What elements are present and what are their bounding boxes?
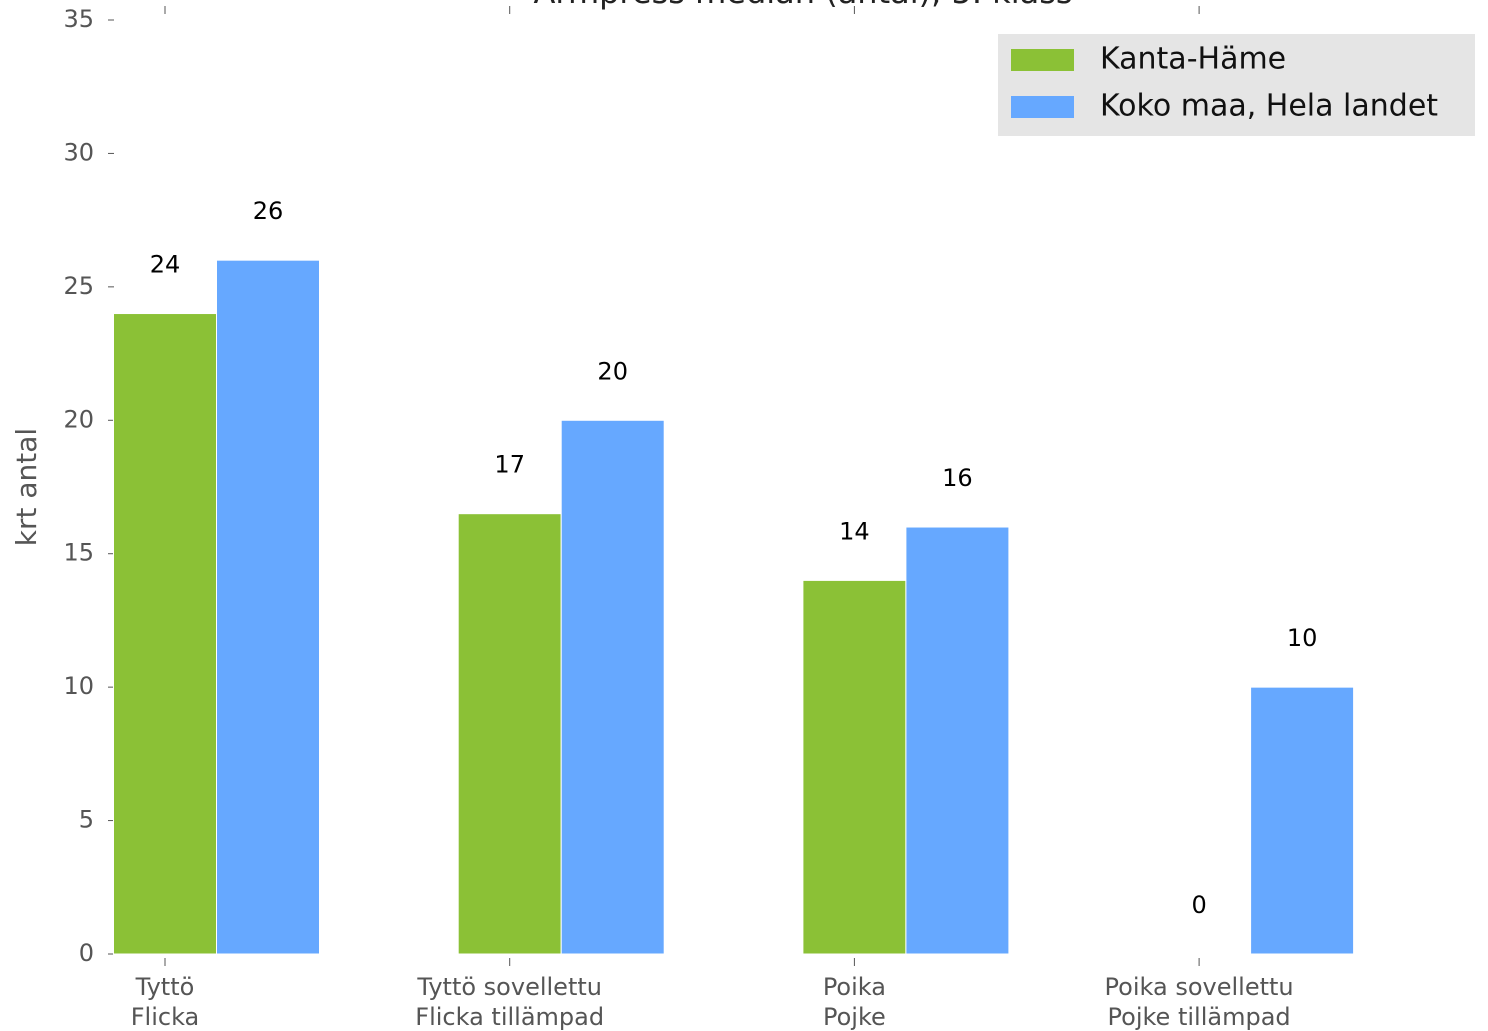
x-tick-label-line: Flicka — [131, 1003, 200, 1031]
x-tick-label-line: Pojke tillämpad — [1108, 1003, 1291, 1031]
y-tick-label: 0 — [79, 939, 94, 967]
bar — [905, 526, 1010, 955]
value-label: 26 — [253, 197, 284, 225]
x-tick-label: Poika Pojke — [823, 973, 886, 1031]
y-tick-label: 15 — [63, 539, 94, 567]
legend-label: Koko maa, Hela landet — [1100, 89, 1438, 124]
x-tick-label-line: Tyttö — [135, 973, 195, 1001]
value-label: 10 — [1287, 624, 1318, 652]
legend-label: Kanta-Häme — [1100, 42, 1286, 77]
y-axis-label: krt antal — [10, 428, 43, 546]
x-tick-label-line: Poika — [823, 973, 886, 1001]
value-label: 20 — [597, 357, 628, 385]
x-tick-label-line: Pojke — [823, 1003, 886, 1031]
legend-swatch — [1011, 96, 1074, 118]
value-label: 24 — [150, 251, 181, 279]
x-tick-label: Tyttö sovellettu Flicka tillämpad — [415, 973, 604, 1031]
value-label: 14 — [839, 517, 870, 545]
y-tick-label: 30 — [63, 138, 94, 166]
bar — [216, 259, 320, 955]
y-tick-label: 5 — [79, 806, 94, 834]
bar — [802, 579, 907, 955]
x-tick-label-line: Flicka tillämpad — [415, 1003, 604, 1031]
y-tick-label: 25 — [63, 272, 94, 300]
legend-box — [998, 34, 1475, 136]
x-tick-label: Poika sovellettu Pojke tillämpad — [1105, 973, 1294, 1031]
y-tick-label: 20 — [63, 405, 94, 433]
value-label: 16 — [942, 464, 973, 492]
x-tick-label-line: Tyttö sovellettu — [416, 973, 602, 1001]
bar — [113, 313, 217, 955]
bar — [457, 513, 562, 955]
x-tick-label-line: Poika sovellettu — [1105, 973, 1294, 1001]
value-label: 0 — [1191, 891, 1206, 919]
value-label: 17 — [494, 451, 525, 479]
chart-title: Armpress median (antal), 5. klass — [533, 0, 1072, 11]
x-tick-label: Tyttö Flicka — [131, 973, 200, 1031]
y-tick-label: 10 — [63, 672, 94, 700]
legend-swatch — [1011, 49, 1074, 71]
bar — [560, 419, 665, 955]
y-tick-label: 35 — [63, 5, 94, 33]
bar — [1250, 686, 1355, 955]
